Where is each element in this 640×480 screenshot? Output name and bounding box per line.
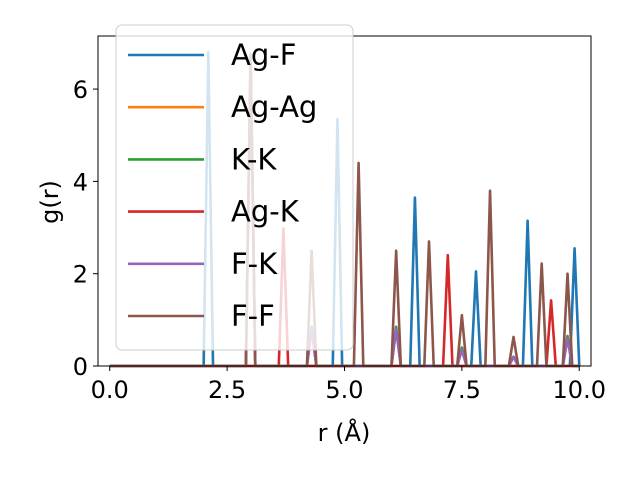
legend-label: F-F <box>231 299 275 333</box>
legend-label: Ag-Ag <box>231 90 317 124</box>
legend-label: Ag-F <box>231 38 296 72</box>
legend-label: K-K <box>231 142 277 176</box>
y-tick-label: 0 <box>73 353 88 381</box>
legend-label: Ag-K <box>231 195 300 229</box>
y-tick-label: 6 <box>73 76 88 104</box>
axes: 0.0 2.5 5.0 7.5 10.0 0 2 4 6 <box>73 35 606 404</box>
y-axis-label: g(r) <box>36 180 64 224</box>
legend-label: F-K <box>231 247 278 281</box>
x-tick-label: 0.0 <box>91 376 129 404</box>
x-axis-label: r (Å) <box>318 418 371 447</box>
y-tick-label: 4 <box>73 168 88 196</box>
legend: Ag-F Ag-Ag K-K Ag-K F-K F-F <box>115 24 354 351</box>
x-tick-label: 2.5 <box>208 376 246 404</box>
x-tick-label: 10.0 <box>553 376 606 404</box>
y-tick-label: 2 <box>73 261 88 289</box>
x-tick-label: 7.5 <box>443 376 481 404</box>
x-tick-label: 5.0 <box>325 376 363 404</box>
